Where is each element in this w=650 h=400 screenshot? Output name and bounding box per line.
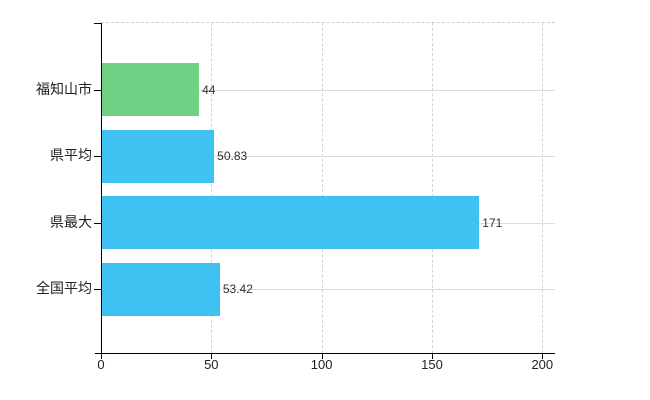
y-axis-tick	[94, 222, 101, 224]
x-tick-label: 100	[310, 357, 333, 372]
value-label: 50.83	[217, 149, 248, 163]
gridline-horizontal	[101, 89, 555, 91]
x-axis-tick	[542, 354, 544, 359]
gridline-vertical	[431, 23, 433, 353]
gridline-vertical	[321, 23, 323, 353]
bar	[102, 262, 220, 316]
y-axis-tick	[94, 289, 101, 290]
category-label: 県最大	[50, 213, 92, 230]
category-label: 全国平均	[36, 280, 92, 296]
x-axis-line	[95, 353, 555, 354]
y-axis-end-tick	[94, 23, 101, 24]
y-axis-tick	[94, 89, 101, 91]
value-label: 171	[482, 215, 503, 230]
value-label: 53.42	[222, 282, 253, 296]
gridline-vertical	[542, 23, 544, 353]
bar	[102, 63, 200, 116]
x-tick-label: 200	[531, 357, 554, 372]
y-axis-line	[101, 23, 102, 353]
x-tick-label: 50	[204, 357, 219, 372]
x-axis-tick	[101, 354, 102, 359]
bar	[102, 129, 215, 183]
gridline-vertical	[211, 23, 213, 353]
x-axis-tick	[321, 354, 323, 359]
x-axis-tick	[211, 354, 213, 359]
x-tick-label: 0	[97, 357, 105, 372]
x-axis-tick	[431, 354, 433, 359]
bar	[102, 196, 480, 249]
x-tick-label: 150	[421, 357, 443, 372]
gridline-horizontal	[101, 289, 555, 290]
plot-area: 44 50.83 171 53.42	[94, 22, 555, 359]
value-label: 44	[202, 82, 216, 97]
gridline-horizontal	[101, 156, 555, 157]
category-label: 福知山市	[36, 80, 92, 97]
y-axis-tick	[94, 156, 101, 157]
category-label: 県平均	[50, 147, 92, 163]
